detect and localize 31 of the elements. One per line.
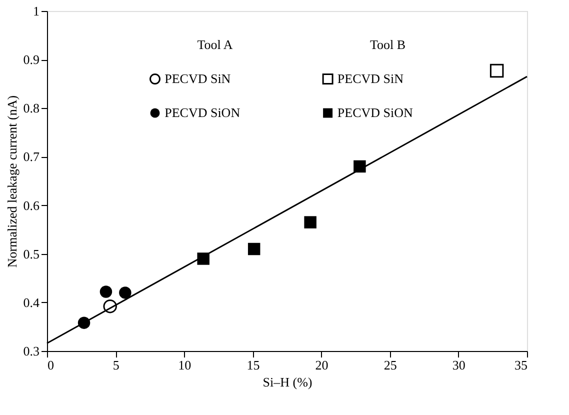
annotation: Tool B (370, 37, 406, 52)
point (248, 242, 260, 256)
y-axis-title: Normalized leakage current (nA) (4, 95, 20, 268)
y-tick-label: 0.4 (23, 294, 40, 310)
x-tick-label: 30 (452, 358, 466, 372)
legend-label: PECVD SiN (337, 71, 404, 86)
x-axis-title: Si–H (%) (262, 374, 312, 390)
x-tick-label: 10 (178, 358, 192, 372)
y-tick-label: 0.9 (23, 52, 40, 68)
x-tick-label: 15 (246, 358, 260, 372)
y-tick-label: 1 (33, 4, 40, 18)
x-tick-label: 0 (48, 358, 54, 372)
x-tick-label: 20 (315, 358, 328, 372)
point (490, 64, 504, 78)
point (103, 299, 117, 314)
legend-label: PECVD SiON (164, 105, 241, 120)
legend-label: PECVD SiON (337, 105, 414, 120)
point (119, 286, 132, 299)
y-tick-label: 0.7 (23, 149, 40, 164)
x-tick-label: 35 (514, 358, 528, 372)
point (304, 216, 316, 228)
x-tick-label: 5 (112, 358, 120, 372)
x-tick-label: 25 (384, 358, 397, 372)
y-tick-label: 0.6 (23, 198, 40, 213)
y-tick-label: 0.3 (23, 344, 40, 358)
point (100, 286, 112, 298)
y-tick-label: 0.8 (23, 100, 40, 116)
legend-label: PECVD SiN (164, 71, 232, 86)
annotation: Tool A (197, 37, 234, 52)
point (197, 252, 210, 265)
y-tick-label: 0.5 (23, 246, 40, 262)
